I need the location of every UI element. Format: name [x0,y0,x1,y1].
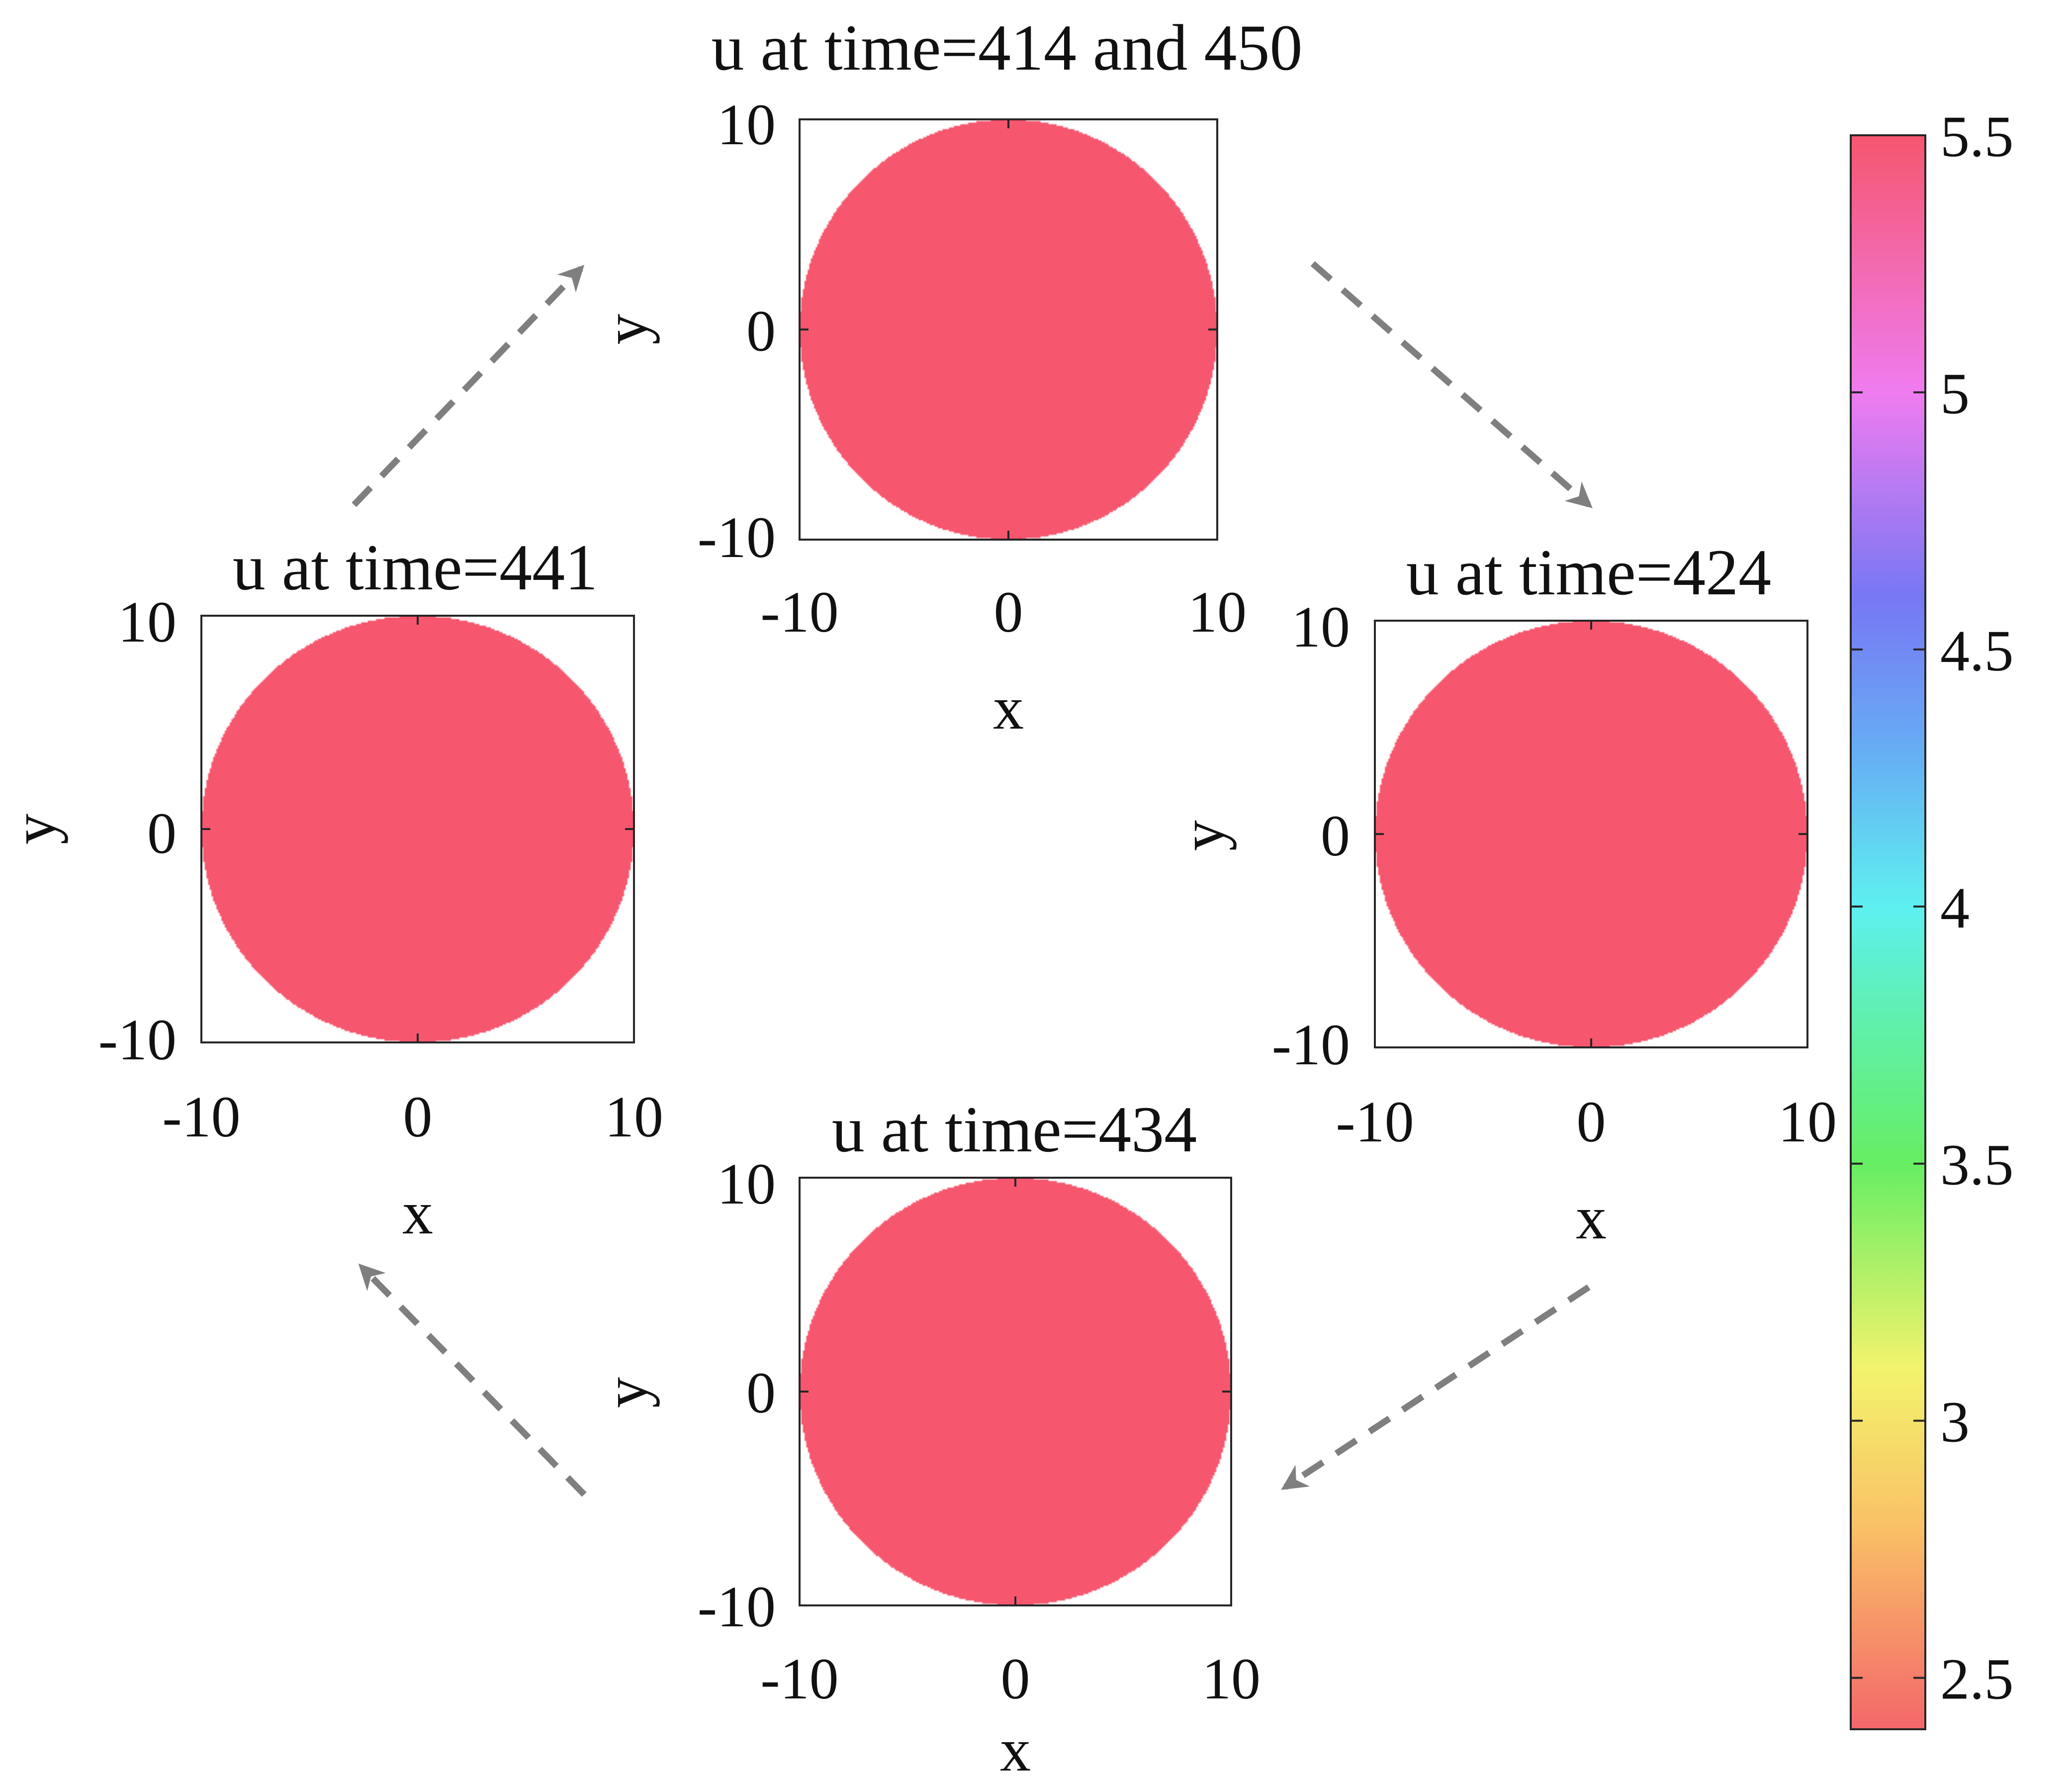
panel-left-ytick-min: -10 [98,1007,177,1072]
panel-bottom-ylabel: y [592,1377,660,1408]
panel-left-ylabel: y [0,814,68,844]
panel-top-title: u at time=414 and 450 [712,11,1303,84]
panel-right-ytick-mid: 0 [1321,803,1350,868]
panel-left-xlabel: x [402,1179,433,1247]
panel-left-xtick-mid: 0 [403,1084,433,1149]
panel-bottom-xtick-max: 10 [1202,1646,1261,1711]
panel-top: u at time=414 and 450 -10 0 10 -10 0 10 … [592,11,1302,742]
panel-top-xlabel: x [993,674,1024,742]
colorbar-tick-label: 4 [1940,875,1970,940]
panel-left-xtick-max: 10 [605,1084,663,1149]
panel-right-ylabel: y [1169,820,1237,851]
panel-top-heatmap [800,119,1217,540]
colorbar-tick-label: 5.5 [1940,104,2014,169]
panel-bottom-ytick-mid: 0 [746,1360,776,1425]
panel-right-xtick-min: -10 [1336,1089,1414,1154]
arrows [352,261,1593,1497]
panel-right-xlabel: x [1576,1184,1607,1252]
colorbar: 2.5 3 3.5 4 4.5 5 5.5 [1850,104,2014,1730]
panel-right: u at time=424 -10 0 10 -10 0 10 x y [1169,536,1837,1252]
panel-right-title: u at time=424 [1406,536,1771,609]
panel-right-ytick-min: -10 [1272,1012,1350,1077]
panel-right-heatmap [1375,621,1807,1047]
colorbar-tick-label: 5 [1940,361,1970,426]
panel-left: u at time=441 -10 0 10 -10 0 10 x y [0,531,663,1247]
colorbar-gradient [1851,135,1925,1729]
panel-left-title: u at time=441 [233,531,598,604]
panel-bottom-xtick-min: -10 [760,1646,838,1711]
panel-left-heatmap [201,616,634,1042]
panel-top-ticks [799,118,1218,541]
panel-left-ytick-max: 10 [118,589,177,655]
colorbar-tick-label: 3.5 [1940,1132,2014,1198]
panel-top-ylabel: y [592,314,660,345]
panel-top-ytick-mid: 0 [746,298,776,364]
colorbar-tick-label: 3 [1940,1390,1970,1455]
panel-right-xtick-mid: 0 [1577,1089,1606,1154]
arrow-top-to-right [1310,261,1593,508]
panel-right-ytick-max: 10 [1291,594,1350,659]
panel-left-xtick-min: -10 [162,1084,240,1149]
panel-left-ticks [200,615,635,1043]
arrow-left-to-top [352,265,585,507]
colorbar-tick-label: 2.5 [1940,1647,2014,1712]
colorbar-ticks: 2.5 3 3.5 4 4.5 5 5.5 [1851,104,2014,1712]
colorbar-box [1850,134,1926,1730]
panel-top-ytick-min: -10 [698,505,776,570]
panel-bottom-ytick-max: 10 [717,1151,776,1217]
panel-bottom-ytick-min: -10 [698,1574,776,1639]
arrow-right-to-bottom [1281,1284,1591,1490]
panel-bottom-xtick-mid: 0 [1001,1646,1030,1711]
panel-top-xtick-min: -10 [760,579,838,645]
panel-top-xtick-max: 10 [1188,579,1247,645]
panel-right-ticks [1374,620,1808,1048]
arrow-bottom-to-left [358,1263,587,1497]
panel-top-xtick-mid: 0 [994,579,1023,645]
panel-bottom-xlabel: x [1000,1716,1031,1778]
panel-bottom: u at time=434 -10 0 10 -10 0 10 x y [592,1093,1261,1778]
panel-bottom-ticks [799,1177,1232,1606]
panel-right-xtick-max: 10 [1778,1089,1837,1154]
panel-top-ytick-max: 10 [717,92,776,157]
panel-bottom-title: u at time=434 [832,1093,1197,1166]
colorbar-tick-label: 4.5 [1940,618,2014,683]
panel-bottom-heatmap [800,1178,1231,1605]
panel-left-ytick-mid: 0 [147,801,177,866]
